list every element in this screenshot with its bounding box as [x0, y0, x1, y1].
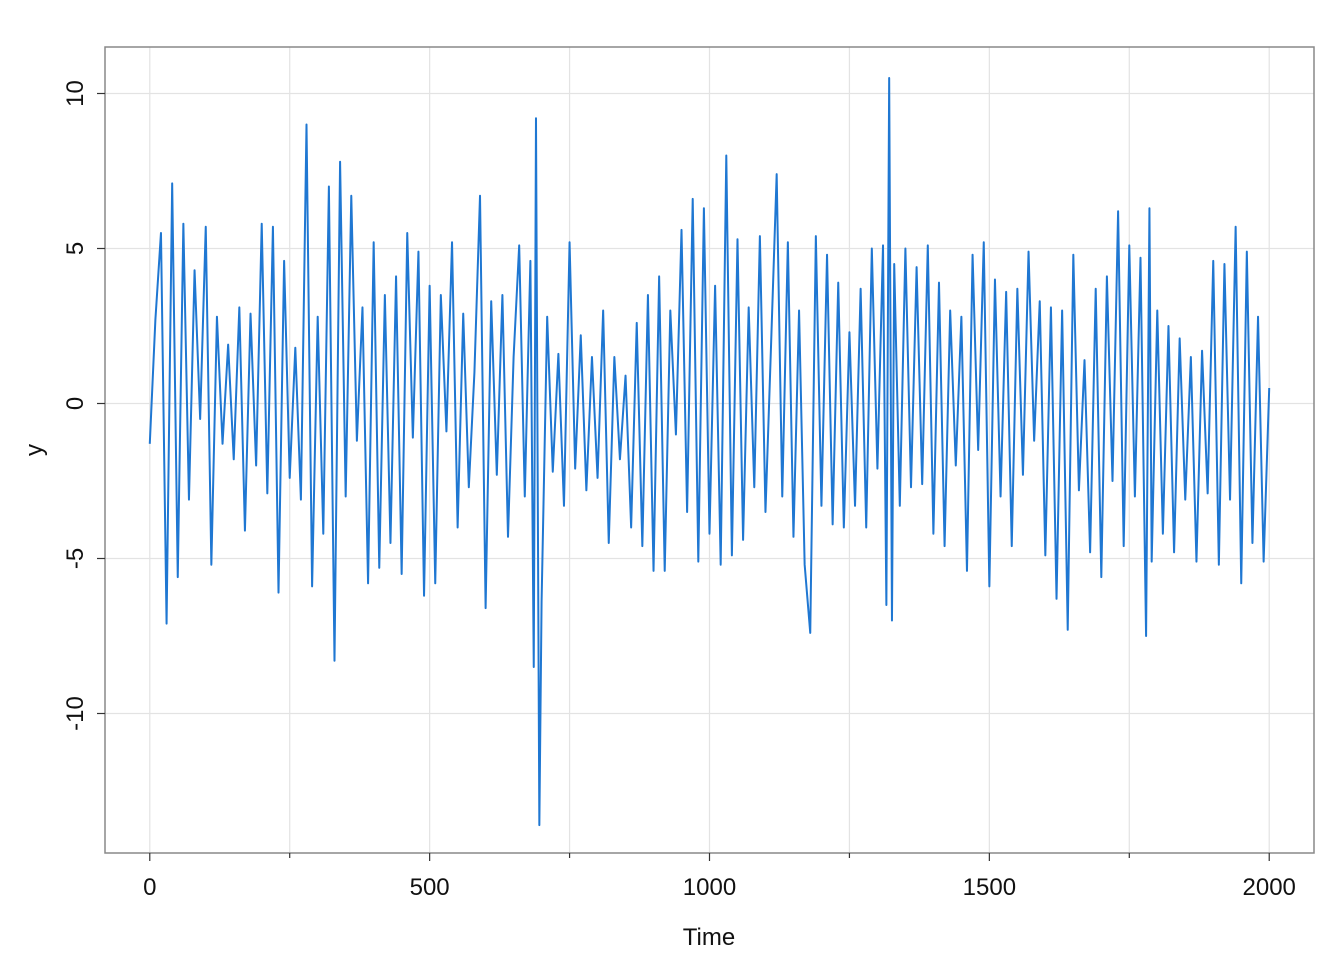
x-tick-label: 0 — [143, 874, 156, 901]
y-tick-label: 10 — [62, 80, 89, 107]
x-axis-label: Time — [683, 924, 735, 951]
x-tick-label: 2000 — [1243, 874, 1296, 901]
x-tick-label: 1000 — [683, 874, 736, 901]
x-tick-label: 1500 — [963, 874, 1016, 901]
y-tick-label: -5 — [62, 548, 89, 569]
y-tick-label: 5 — [62, 242, 89, 255]
y-tick-label: -10 — [62, 696, 89, 731]
y-tick-label: 0 — [62, 397, 89, 410]
x-tick-label: 500 — [410, 874, 450, 901]
series-line — [148, 77, 1271, 827]
y-axis-label: y — [21, 444, 48, 456]
